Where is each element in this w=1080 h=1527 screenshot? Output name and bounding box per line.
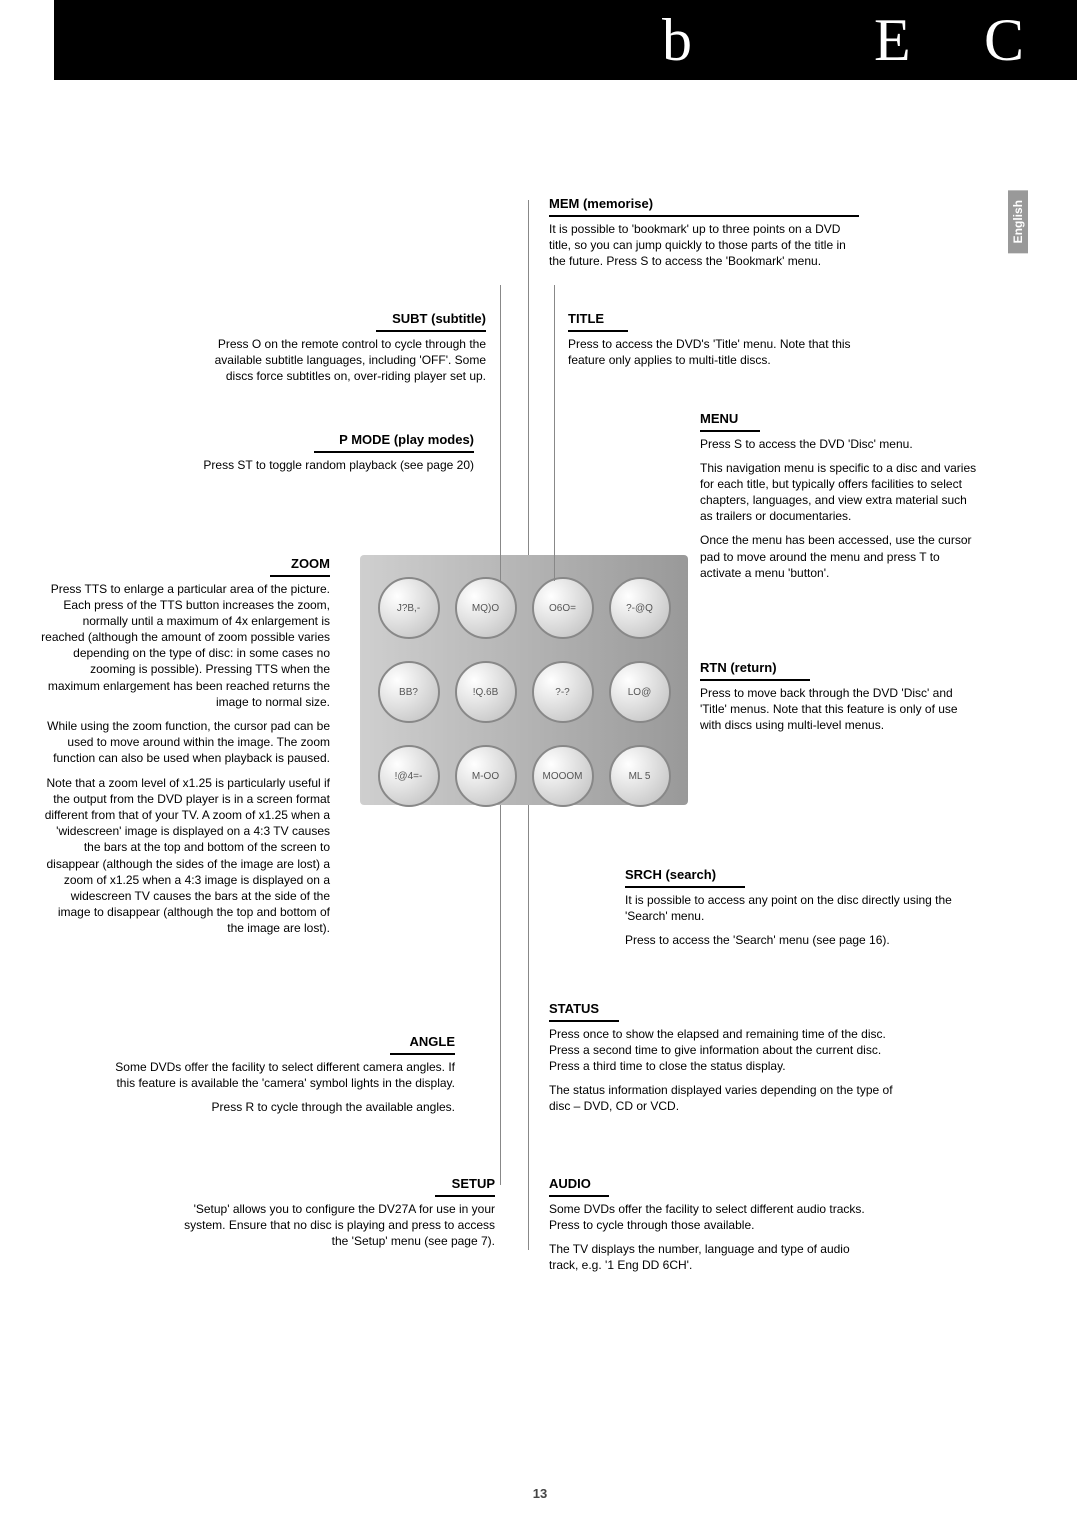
remote-row-3: !@4=- M-OO MOOOM ML 5: [360, 723, 688, 807]
remote-btn-r3c4[interactable]: ML 5: [609, 745, 671, 807]
audio-title: AUDIO: [549, 1175, 609, 1197]
section-audio: AUDIO Some DVDs offer the facility to se…: [549, 1175, 869, 1281]
callout-line: [528, 805, 529, 1250]
rtn-title: RTN (return): [700, 659, 810, 681]
mem-title: MEM (memorise): [549, 195, 859, 217]
subt-title: SUBT (subtitle): [376, 310, 486, 332]
remote-btn-r2c2[interactable]: !Q.6B: [455, 661, 517, 723]
header-glyph-c: C: [984, 6, 1024, 75]
page-number: 13: [0, 1486, 1080, 1501]
title-body: Press to access the DVD's 'Title' menu. …: [568, 336, 858, 368]
section-pmode: P MODE (play modes) Press ST to toggle r…: [174, 431, 474, 481]
section-srch: SRCH (search) It is possible to access a…: [625, 866, 975, 956]
remote-btn-r2c3[interactable]: ?-?: [532, 661, 594, 723]
remote-btn-r3c1[interactable]: !@4=-: [378, 745, 440, 807]
section-status: STATUS Press once to show the elapsed an…: [549, 1000, 909, 1122]
remote-btn-r1c3[interactable]: O6O=: [532, 577, 594, 639]
remote-btn-r3c3[interactable]: MOOOM: [532, 745, 594, 807]
callout-line: [500, 805, 501, 1185]
pmode-body: Press ST to toggle random playback (see …: [174, 457, 474, 473]
callout-line: [554, 285, 555, 581]
menu-p3: Once the menu has been accessed, use the…: [700, 532, 980, 581]
setup-title: SETUP: [435, 1175, 495, 1197]
zoom-p1: Press TTS to enlarge a particular area o…: [40, 581, 330, 711]
remote-btn-r2c4[interactable]: LO@: [609, 661, 671, 723]
audio-p2: The TV displays the number, language and…: [549, 1241, 869, 1273]
zoom-p2: While using the zoom function, the curso…: [40, 718, 330, 767]
menu-p2: This navigation menu is specific to a di…: [700, 460, 980, 525]
section-title: TITLE Press to access the DVD's 'Title' …: [568, 310, 858, 376]
section-subt: SUBT (subtitle) Press O on the remote co…: [206, 310, 486, 392]
srch-p2: Press to access the 'Search' menu (see p…: [625, 932, 975, 948]
remote-row-1: J?B,- MQ)O O6O= ?-@Q: [360, 555, 688, 639]
setup-body: 'Setup' allows you to configure the DV27…: [175, 1201, 495, 1250]
callout-line: [528, 200, 529, 555]
menu-p1: Press S to access the DVD 'Disc' menu.: [700, 436, 980, 452]
srch-p1: It is possible to access any point on th…: [625, 892, 975, 924]
srch-title: SRCH (search): [625, 866, 745, 888]
pmode-title: P MODE (play modes): [314, 431, 474, 453]
language-tab: English: [1008, 190, 1028, 253]
remote-btn-r3c2[interactable]: M-OO: [455, 745, 517, 807]
section-mem: MEM (memorise) It is possible to 'bookma…: [549, 195, 859, 277]
status-title: STATUS: [549, 1000, 619, 1022]
rtn-body: Press to move back through the DVD 'Disc…: [700, 685, 980, 734]
section-angle: ANGLE Some DVDs offer the facility to se…: [100, 1033, 455, 1123]
remote-btn-r1c2[interactable]: MQ)O: [455, 577, 517, 639]
title-title: TITLE: [568, 310, 628, 332]
remote-row-2: BB? !Q.6B ?-? LO@: [360, 639, 688, 723]
angle-p2: Press R to cycle through the available a…: [100, 1099, 455, 1115]
menu-title: MENU: [700, 410, 760, 432]
remote-btn-r1c1[interactable]: J?B,-: [378, 577, 440, 639]
audio-p1: Some DVDs offer the facility to select d…: [549, 1201, 869, 1233]
angle-title: ANGLE: [390, 1033, 455, 1055]
header-glyph-b: b: [662, 6, 692, 75]
remote-btn-r1c4[interactable]: ?-@Q: [609, 577, 671, 639]
zoom-p3: Note that a zoom level of x1.25 is parti…: [40, 775, 330, 937]
status-p2: The status information displayed varies …: [549, 1082, 909, 1114]
zoom-title: ZOOM: [270, 555, 330, 577]
remote-btn-r2c1[interactable]: BB?: [378, 661, 440, 723]
section-rtn: RTN (return) Press to move back through …: [700, 659, 980, 741]
subt-body: Press O on the remote control to cycle t…: [206, 336, 486, 385]
page-header: b E C: [54, 0, 1077, 80]
mem-body: It is possible to 'bookmark' up to three…: [549, 221, 859, 270]
header-glyph-e: E: [874, 6, 911, 75]
angle-p1: Some DVDs offer the facility to select d…: [100, 1059, 455, 1091]
status-p1: Press once to show the elapsed and remai…: [549, 1026, 909, 1075]
section-setup: SETUP 'Setup' allows you to configure th…: [175, 1175, 495, 1257]
callout-line: [500, 285, 501, 581]
remote-button-panel: J?B,- MQ)O O6O= ?-@Q BB? !Q.6B ?-? LO@ !…: [360, 555, 688, 805]
section-zoom: ZOOM Press TTS to enlarge a particular a…: [40, 555, 330, 944]
section-menu: MENU Press S to access the DVD 'Disc' me…: [700, 410, 980, 589]
